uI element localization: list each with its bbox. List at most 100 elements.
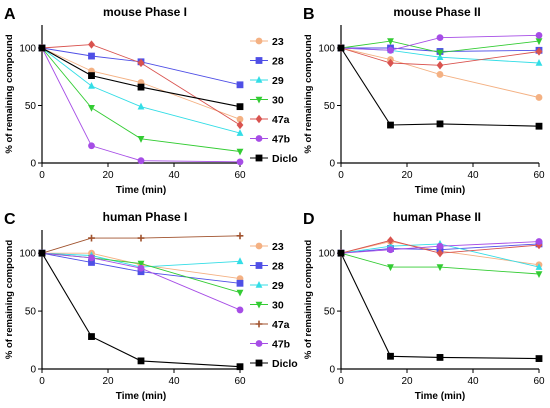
legend-label: 30 (272, 95, 284, 107)
data-point-47a (137, 234, 145, 242)
series-line-29 (41, 47, 241, 134)
x-tick-label: 40 (168, 376, 180, 387)
x-tick-label: 40 (168, 170, 180, 181)
data-point-Diclo (137, 357, 145, 365)
legend-marker (255, 37, 263, 45)
legend-item-29: 29 (250, 75, 284, 87)
legend-marker (255, 262, 263, 269)
panel-letter: A (4, 6, 16, 23)
data-point-30 (236, 289, 244, 297)
x-tick-label: 60 (533, 376, 545, 387)
series-line-23 (340, 241, 540, 266)
data-point-30 (137, 136, 145, 143)
data-point-Diclo (88, 333, 95, 340)
data-point-47a (387, 236, 394, 245)
data-point-47a (88, 40, 95, 49)
data-point-Diclo (535, 355, 543, 362)
legend-marker (255, 301, 263, 309)
series-line-Diclo (340, 47, 540, 127)
data-point-47b (387, 246, 394, 254)
data-point-47b (535, 238, 543, 245)
data-point-Diclo (436, 120, 444, 128)
x-tick-label: 0 (39, 376, 45, 387)
y-tick-label: 50 (25, 101, 37, 112)
data-point-29 (236, 129, 244, 136)
data-point-29 (137, 102, 145, 110)
chart-title: mouse Phase II (393, 5, 480, 19)
y-axis-label: % of remaining compound (4, 240, 15, 359)
data-point-23 (236, 115, 244, 123)
data-point-28 (236, 279, 244, 287)
series-30 (38, 45, 244, 156)
x-tick-label: 20 (401, 376, 413, 387)
data-point-23 (436, 71, 444, 78)
data-point-47a (88, 234, 95, 242)
series-line-47a (340, 47, 540, 66)
data-point-47a (236, 120, 244, 130)
series-47b (38, 249, 244, 314)
data-point-Diclo (337, 249, 345, 257)
series-line-Diclo (41, 47, 241, 108)
data-point-30 (535, 38, 543, 46)
data-point-47b (236, 158, 244, 166)
legend-label: 29 (272, 75, 284, 87)
x-tick-label: 0 (39, 170, 45, 181)
legend-item-23: 23 (250, 241, 284, 253)
series-line-47b (340, 34, 540, 51)
data-point-47a (236, 232, 244, 240)
series-Diclo (337, 44, 543, 130)
data-point-47b (436, 242, 444, 250)
data-point-30 (535, 271, 543, 279)
legend-item-47a: 47a (250, 319, 290, 331)
data-point-Diclo (387, 121, 394, 129)
data-point-Diclo (38, 249, 46, 257)
panel-letter: C (4, 211, 16, 228)
data-point-Diclo (236, 103, 244, 111)
series-23 (38, 44, 244, 123)
panel-letter: D (303, 211, 315, 228)
series-line-28 (341, 47, 540, 52)
series-line-28 (41, 47, 241, 86)
y-tick-label: 100 (318, 249, 335, 260)
data-point-30 (137, 260, 145, 268)
legend-marker (255, 96, 263, 104)
data-point-29 (535, 58, 543, 66)
legend-marker (255, 57, 263, 64)
series-line-Diclo (41, 252, 241, 368)
legend-marker (255, 135, 263, 142)
x-axis-label: Time (min) (116, 391, 166, 402)
series-line-30 (340, 252, 540, 275)
series-line-47a (340, 239, 540, 254)
chart-title: mouse Phase I (103, 5, 187, 19)
x-tick-label: 0 (338, 170, 344, 181)
legend-item-Diclo: Diclo (250, 153, 298, 165)
data-point-Diclo (387, 352, 394, 360)
series-line-29 (340, 243, 540, 268)
y-tick-label: 0 (329, 365, 335, 376)
y-axis-label: % of remaining compound (303, 240, 314, 359)
legend-item-28: 28 (250, 56, 284, 68)
data-point-47a (137, 58, 145, 68)
data-point-47a (436, 248, 444, 258)
legend-item-23: 23 (250, 36, 284, 48)
y-axis-label: % of remaining compound (4, 34, 15, 153)
legend-item-29: 29 (250, 280, 284, 292)
data-point-47b (137, 264, 145, 272)
legend-item-47b: 47b (250, 134, 290, 146)
data-point-47b (88, 254, 95, 262)
y-tick-label: 0 (30, 159, 36, 170)
legend-item-47a: 47a (250, 114, 290, 126)
data-point-30 (436, 49, 444, 57)
series-Diclo (38, 44, 244, 111)
legend-label: Diclo (272, 153, 298, 165)
y-tick-label: 0 (329, 159, 335, 170)
legend-marker (255, 154, 263, 162)
x-tick-label: 60 (234, 376, 246, 387)
data-point-Diclo (337, 44, 345, 52)
x-axis-label: Time (min) (116, 185, 166, 196)
data-point-28 (88, 52, 95, 60)
x-tick-label: 40 (467, 376, 479, 387)
legend-marker (255, 359, 263, 367)
x-axis-label: Time (min) (415, 185, 465, 196)
